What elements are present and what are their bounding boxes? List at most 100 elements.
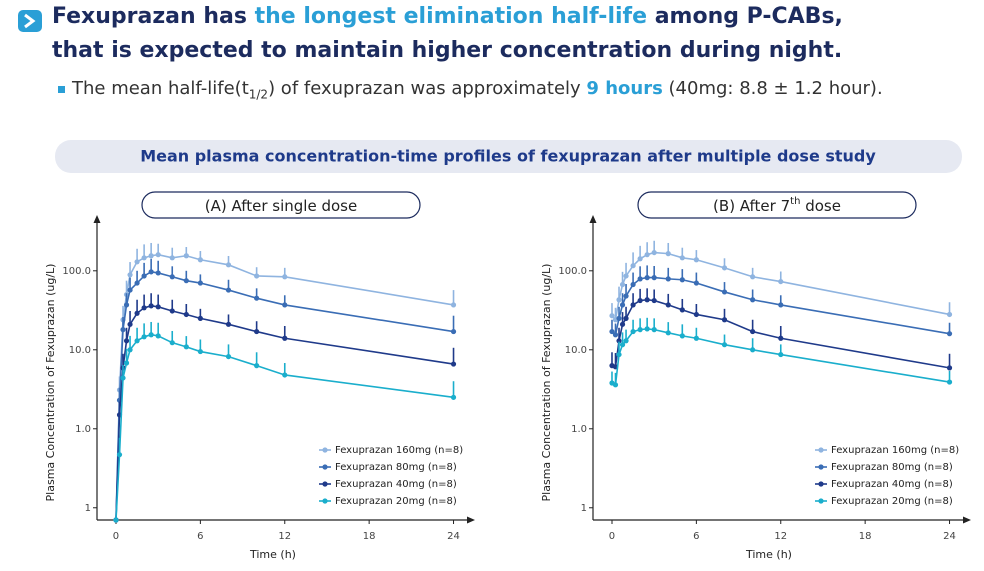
data-point	[183, 311, 189, 318]
data-point	[254, 273, 260, 279]
data-point	[169, 274, 175, 280]
legend-swatch	[818, 464, 824, 470]
data-point	[282, 335, 288, 341]
data-point	[225, 262, 232, 268]
data-point	[630, 328, 636, 335]
legend-label: Fexuprazan 20mg (n=8)	[831, 496, 953, 507]
x-tick-label: 12	[278, 531, 291, 542]
data-point	[113, 517, 119, 523]
text: (40mg: 8.8 ± 1.2 hour).	[662, 78, 883, 99]
y-axis-arrow	[93, 215, 101, 223]
x-tick-label: 24	[943, 531, 956, 542]
data-point	[155, 333, 161, 339]
panel-title-box	[637, 191, 917, 219]
x-tick-label: 6	[693, 531, 699, 542]
data-point	[946, 379, 953, 385]
data-point	[778, 302, 784, 308]
data-point	[123, 360, 130, 366]
data-point	[644, 326, 650, 332]
data-point	[612, 382, 619, 388]
x-tick-label: 0	[113, 531, 119, 542]
data-point	[609, 313, 615, 319]
data-point	[134, 338, 140, 344]
x-tick-label: 12	[774, 531, 787, 542]
series-line	[115, 271, 454, 521]
x-tick-label: 18	[363, 531, 376, 542]
data-point	[946, 311, 953, 318]
data-point	[665, 302, 671, 308]
data-point	[630, 302, 636, 308]
data-point	[450, 328, 457, 335]
bullet-text: The mean half-life(t1/2) of fexuprazan w…	[72, 78, 883, 102]
data-point	[254, 295, 260, 301]
highlight: 9 hours	[586, 78, 663, 99]
banner-box	[55, 140, 962, 173]
data-point	[637, 276, 643, 282]
data-point	[679, 277, 685, 283]
panel-title-part: dose	[800, 197, 841, 215]
data-point	[750, 274, 756, 280]
data-point	[169, 255, 175, 261]
data-point	[197, 280, 203, 286]
data-point	[225, 287, 232, 293]
data-point	[778, 278, 784, 285]
data-point	[637, 256, 643, 262]
title-highlight: the longest elimination half-life	[254, 4, 648, 29]
data-point	[665, 330, 671, 336]
data-point	[120, 327, 126, 333]
data-point	[616, 297, 622, 303]
data-point	[141, 255, 147, 261]
data-point	[225, 353, 232, 360]
x-axis-arrow	[963, 516, 971, 524]
data-point	[612, 332, 619, 338]
legend-label: Fexuprazan 40mg (n=8)	[335, 479, 457, 490]
data-point	[116, 452, 123, 458]
series-line	[115, 305, 454, 521]
data-point	[141, 273, 147, 279]
data-point	[123, 302, 130, 308]
data-point	[665, 276, 671, 282]
legend-label: Fexuprazan 160mg (n=8)	[335, 445, 463, 456]
y-tick-label: 1	[581, 503, 587, 514]
data-point	[679, 333, 685, 339]
data-point	[721, 289, 728, 295]
x-tick-label: 24	[447, 531, 460, 542]
subscript: 1/2	[248, 87, 269, 102]
title-text: among P-CABs,	[647, 4, 843, 29]
y-tick-label: 10.0	[565, 345, 587, 356]
legend-swatch	[818, 447, 824, 453]
x-axis-label: Time (h)	[745, 548, 792, 561]
data-point	[630, 263, 636, 269]
data-point	[609, 328, 615, 335]
data-point	[134, 310, 140, 316]
data-point	[148, 269, 154, 275]
data-point	[155, 252, 161, 258]
legend-label: Fexuprazan 40mg (n=8)	[831, 479, 953, 490]
legend-swatch	[322, 447, 328, 453]
data-point	[254, 328, 260, 335]
data-point	[623, 273, 629, 279]
data-point	[637, 327, 643, 333]
data-point	[282, 302, 288, 308]
data-point	[127, 287, 133, 293]
data-point	[644, 275, 650, 281]
legend-swatch	[322, 481, 328, 487]
data-point	[644, 252, 650, 258]
data-point	[148, 303, 154, 309]
data-point	[148, 332, 154, 338]
data-point	[155, 270, 161, 276]
y-tick-label: 1.0	[75, 424, 91, 435]
panel-title-part: th	[790, 196, 800, 207]
panel-title-part: (B) After 7	[713, 197, 790, 215]
y-axis-label: Plasma Concentration of Fexuprazan (ug/L…	[44, 264, 57, 502]
data-point	[651, 297, 657, 304]
data-point	[282, 372, 288, 378]
title-line: Fexuprazan has the longest elimination h…	[52, 4, 843, 29]
bullet-marker	[58, 86, 65, 93]
data-point	[183, 253, 189, 259]
data-point	[450, 394, 457, 400]
data-point	[665, 251, 671, 257]
data-point	[225, 321, 232, 327]
panel-title-box	[141, 191, 421, 219]
data-point	[134, 259, 140, 265]
